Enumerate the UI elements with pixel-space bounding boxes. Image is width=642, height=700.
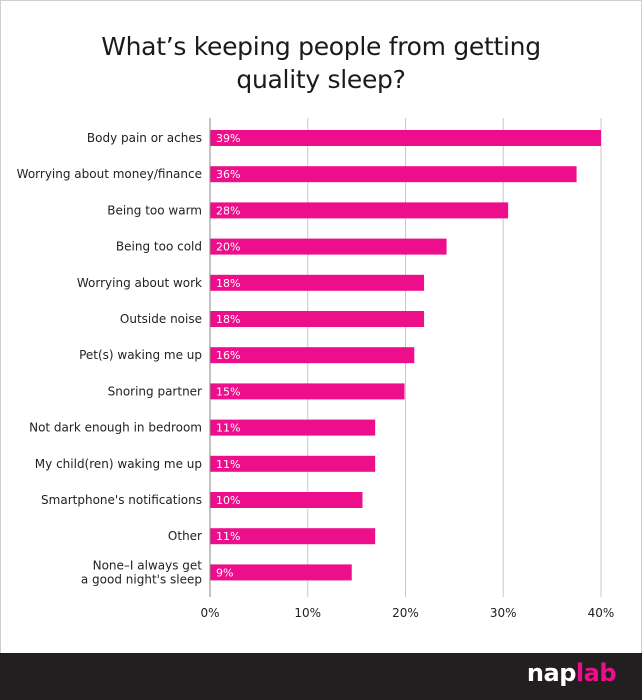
category-label: Worrying about work xyxy=(77,276,202,290)
bar xyxy=(210,528,376,545)
category-label: Smartphone's notifications xyxy=(41,493,202,507)
category-label: Other xyxy=(168,529,202,543)
category-label: Being too warm xyxy=(107,203,202,217)
naplab-logo: naplab xyxy=(526,659,617,687)
data-label: 39% xyxy=(216,132,240,145)
data-label: 18% xyxy=(216,313,240,326)
x-tick-label: 30% xyxy=(490,606,517,620)
category-label: Pet(s) waking me up xyxy=(79,348,202,362)
category-label: Body pain or aches xyxy=(87,131,202,145)
category-label: Outside noise xyxy=(120,312,202,326)
data-label: 11% xyxy=(216,530,240,543)
bar xyxy=(210,238,447,255)
bar xyxy=(210,492,363,508)
data-label: 11% xyxy=(216,458,240,471)
bar xyxy=(210,274,425,291)
x-tick-label: 20% xyxy=(392,606,419,620)
category-label: Snoring partner xyxy=(108,384,202,398)
category-label: Not dark enough in bedroom xyxy=(29,421,202,435)
data-label: 36% xyxy=(216,168,240,181)
bar xyxy=(210,130,601,146)
bar xyxy=(210,455,376,472)
category-label: My child(ren) waking me up xyxy=(35,457,202,471)
bar xyxy=(210,202,509,219)
bar xyxy=(210,419,376,436)
x-tick-label: 40% xyxy=(588,606,615,620)
bar xyxy=(210,166,577,183)
category-label: Being too cold xyxy=(116,240,202,254)
data-label: 28% xyxy=(216,204,240,217)
data-label: 15% xyxy=(216,385,240,398)
data-label: 16% xyxy=(216,349,240,362)
x-tick-label: 0% xyxy=(200,606,219,620)
category-label: a good night's sleep xyxy=(81,572,202,586)
bar xyxy=(210,311,425,327)
footer-bar: naplab xyxy=(0,653,642,700)
x-tick-label: 10% xyxy=(294,606,321,620)
bar xyxy=(210,383,405,400)
data-label: 11% xyxy=(216,422,240,435)
data-label: 9% xyxy=(216,566,233,579)
category-label: None–I always get xyxy=(93,558,203,572)
category-label: Worrying about money/finance xyxy=(17,167,202,181)
chart-title-line-1: What’s keeping people from getting xyxy=(101,32,541,61)
chart-title: What’s keeping people from getting quali… xyxy=(0,30,642,96)
bar xyxy=(210,564,352,581)
bar xyxy=(210,347,415,364)
bar-chart: 39% Body pain or aches 36% Worrying about m… xyxy=(17,118,615,620)
data-label: 20% xyxy=(216,241,240,254)
chart-title-line-2: quality sleep? xyxy=(236,65,406,94)
data-label: 18% xyxy=(216,277,240,290)
data-label: 10% xyxy=(216,494,240,507)
